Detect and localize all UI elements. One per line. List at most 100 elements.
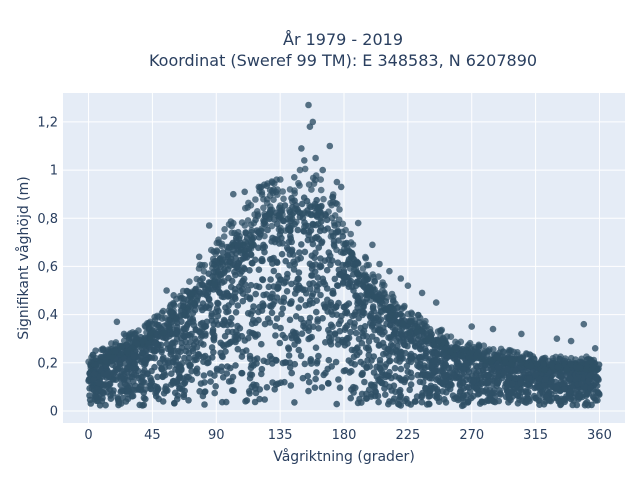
data-point [266, 294, 274, 302]
data-point [265, 283, 273, 291]
data-point [392, 388, 399, 396]
data-point [239, 297, 247, 305]
data-point [171, 347, 178, 355]
data-point [458, 370, 466, 378]
data-point [116, 342, 124, 350]
data-point [571, 375, 579, 383]
data-point [434, 350, 441, 358]
data-point [285, 352, 293, 359]
data-point [212, 317, 220, 325]
data-point [251, 356, 258, 364]
data-point [234, 228, 242, 236]
data-point [546, 384, 554, 391]
data-point [382, 391, 389, 399]
data-point [305, 387, 312, 395]
data-point [161, 371, 169, 379]
data-point [302, 302, 309, 309]
data-point [389, 398, 397, 405]
data-point [561, 385, 568, 393]
data-point [154, 321, 161, 329]
data-point [595, 376, 602, 384]
data-point [286, 262, 293, 269]
data-point [578, 358, 585, 366]
data-point [272, 188, 280, 196]
data-point [502, 359, 509, 366]
data-point [467, 354, 475, 362]
data-point [540, 381, 548, 389]
data-point [201, 401, 208, 408]
data-point [359, 298, 367, 306]
data-point [327, 341, 335, 348]
data-point [331, 330, 339, 337]
data-point [147, 335, 155, 343]
data-point [488, 366, 496, 373]
data-point [347, 230, 355, 238]
data-point [347, 239, 355, 246]
data-point [480, 353, 487, 360]
chart-title-line-1: År 1979 - 2019 [283, 30, 403, 49]
data-point [120, 330, 128, 338]
data-point [453, 363, 460, 370]
data-point [231, 268, 238, 276]
data-point [180, 393, 188, 401]
data-point [266, 208, 274, 216]
x-tick-label: 315 [523, 428, 548, 443]
data-point [383, 294, 391, 301]
data-point [345, 258, 352, 266]
data-point [146, 324, 153, 331]
data-point [279, 211, 286, 218]
data-point [330, 290, 337, 297]
data-point [252, 290, 259, 298]
data-point [463, 360, 471, 368]
data-point [279, 217, 287, 224]
data-point [527, 362, 535, 370]
data-point [501, 383, 509, 391]
data-point [470, 377, 477, 385]
data-point [212, 257, 220, 265]
data-point [278, 250, 286, 258]
data-point [379, 281, 386, 289]
data-point [93, 385, 101, 393]
data-point [359, 371, 366, 378]
data-point [109, 361, 116, 369]
data-point [313, 297, 321, 305]
data-point [385, 352, 392, 360]
x-tick-labels: 0 45 90 135 180 225 270 315 360 [84, 428, 611, 443]
data-point [255, 183, 263, 191]
data-point [317, 262, 324, 269]
data-point [196, 388, 203, 395]
data-point [230, 387, 237, 395]
data-point [354, 219, 362, 227]
data-point [348, 367, 355, 375]
data-point [359, 265, 367, 272]
data-point [252, 196, 259, 203]
data-point [85, 358, 92, 366]
data-point [248, 371, 256, 379]
data-point [333, 311, 341, 319]
data-point [255, 283, 263, 291]
data-point [371, 293, 379, 300]
data-point [283, 288, 291, 295]
data-point [456, 380, 464, 388]
data-point [408, 373, 415, 381]
data-point [328, 201, 336, 209]
data-point [261, 396, 269, 403]
data-point [195, 253, 203, 261]
data-point [181, 354, 188, 362]
data-point [460, 391, 467, 399]
data-point [418, 289, 426, 297]
data-point [331, 212, 339, 219]
data-point [343, 273, 351, 281]
data-point [305, 319, 313, 326]
data-point [291, 360, 299, 368]
data-point [270, 180, 278, 187]
data-point [408, 315, 415, 323]
data-point [140, 394, 148, 402]
data-point [105, 380, 113, 388]
data-point [189, 318, 197, 325]
data-point [278, 310, 285, 318]
data-point [441, 396, 448, 403]
data-point [153, 383, 161, 391]
data-point [279, 305, 287, 312]
